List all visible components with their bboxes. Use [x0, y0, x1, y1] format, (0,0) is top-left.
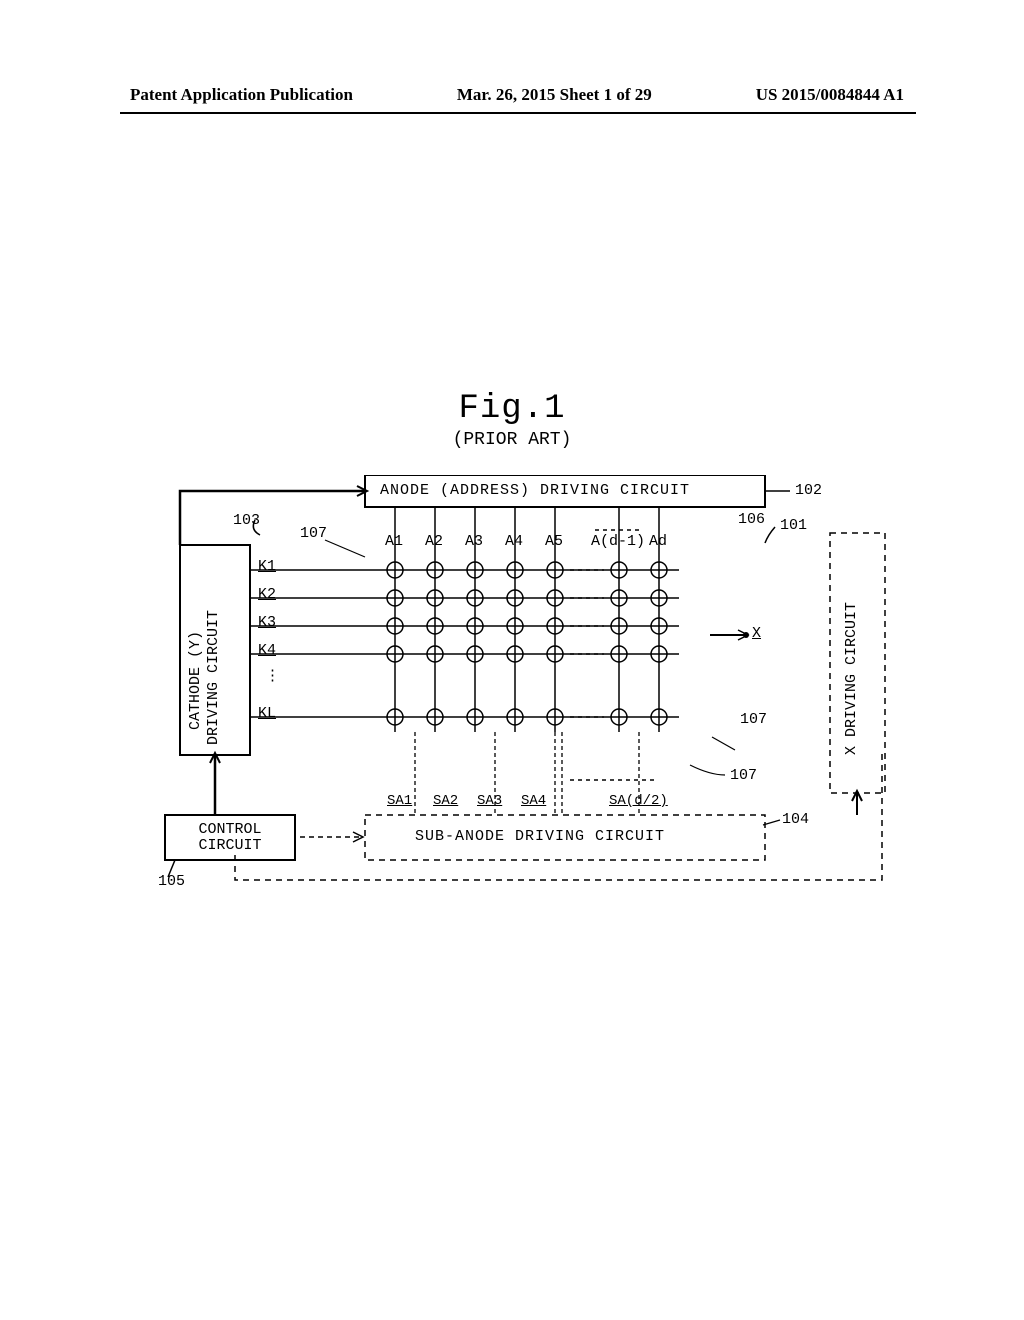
- figure-subtitle: (PRIOR ART): [0, 430, 1024, 450]
- cathode-row-label: K1: [258, 558, 276, 575]
- ref-107-right: 107: [740, 711, 767, 728]
- ref-102: 102: [795, 482, 822, 499]
- header: Patent Application Publication Mar. 26, …: [0, 85, 1024, 105]
- anode-col-label: A5: [545, 533, 563, 550]
- anode-col-label: A2: [425, 533, 443, 550]
- ref-107-top: 107: [300, 525, 327, 542]
- page: Patent Application Publication Mar. 26, …: [0, 0, 1024, 1320]
- figure-title: Fig.1: [0, 390, 1024, 428]
- control-circuit-label: CONTROL CIRCUIT: [180, 822, 280, 854]
- cathode-drive-label-l1: CATHODE (Y): [188, 570, 204, 730]
- cathode-row-label: KL: [258, 705, 276, 722]
- ref-101: 101: [780, 517, 807, 534]
- ref-106: 106: [738, 511, 765, 528]
- anode-col-label: A(d-1): [591, 533, 645, 550]
- sub-anode-label: SA4: [521, 793, 546, 809]
- anode-col-label: A3: [465, 533, 483, 550]
- sub-anode-label: SA(d/2): [609, 793, 668, 809]
- cathode-drive-label-l2: DRIVING CIRCUIT: [206, 555, 222, 745]
- x-label: X: [752, 625, 761, 642]
- anode-col-label: A4: [505, 533, 523, 550]
- ref-107-bottom: 107: [730, 767, 757, 784]
- circuit-diagram: ANODE (ADDRESS) DRIVING CIRCUIT 102 103 …: [150, 475, 890, 885]
- anode-col-label: Ad: [649, 533, 667, 550]
- cathode-row-label: K3: [258, 614, 276, 631]
- sub-anode-drive-label: SUB-ANODE DRIVING CIRCUIT: [415, 828, 665, 845]
- x-drive-label: X DRIVING CIRCUIT: [843, 565, 860, 755]
- sub-anode-label: SA3: [477, 793, 502, 809]
- cathode-row-label: K2: [258, 586, 276, 603]
- sub-anode-label: SA2: [433, 793, 458, 809]
- header-left: Patent Application Publication: [130, 85, 353, 105]
- anode-drive-label: ANODE (ADDRESS) DRIVING CIRCUIT: [380, 482, 690, 499]
- header-right: US 2015/0084844 A1: [756, 85, 904, 105]
- cathode-row-label: K4: [258, 642, 276, 659]
- ref-104: 104: [782, 811, 809, 828]
- cathode-row-ellipsis: ⋮: [265, 666, 280, 685]
- header-rule: [120, 112, 916, 114]
- sub-anode-label: SA1: [387, 793, 412, 809]
- ref-103: 103: [233, 512, 260, 529]
- header-center: Mar. 26, 2015 Sheet 1 of 29: [457, 85, 652, 105]
- ref-105: 105: [158, 873, 185, 890]
- anode-col-label: A1: [385, 533, 403, 550]
